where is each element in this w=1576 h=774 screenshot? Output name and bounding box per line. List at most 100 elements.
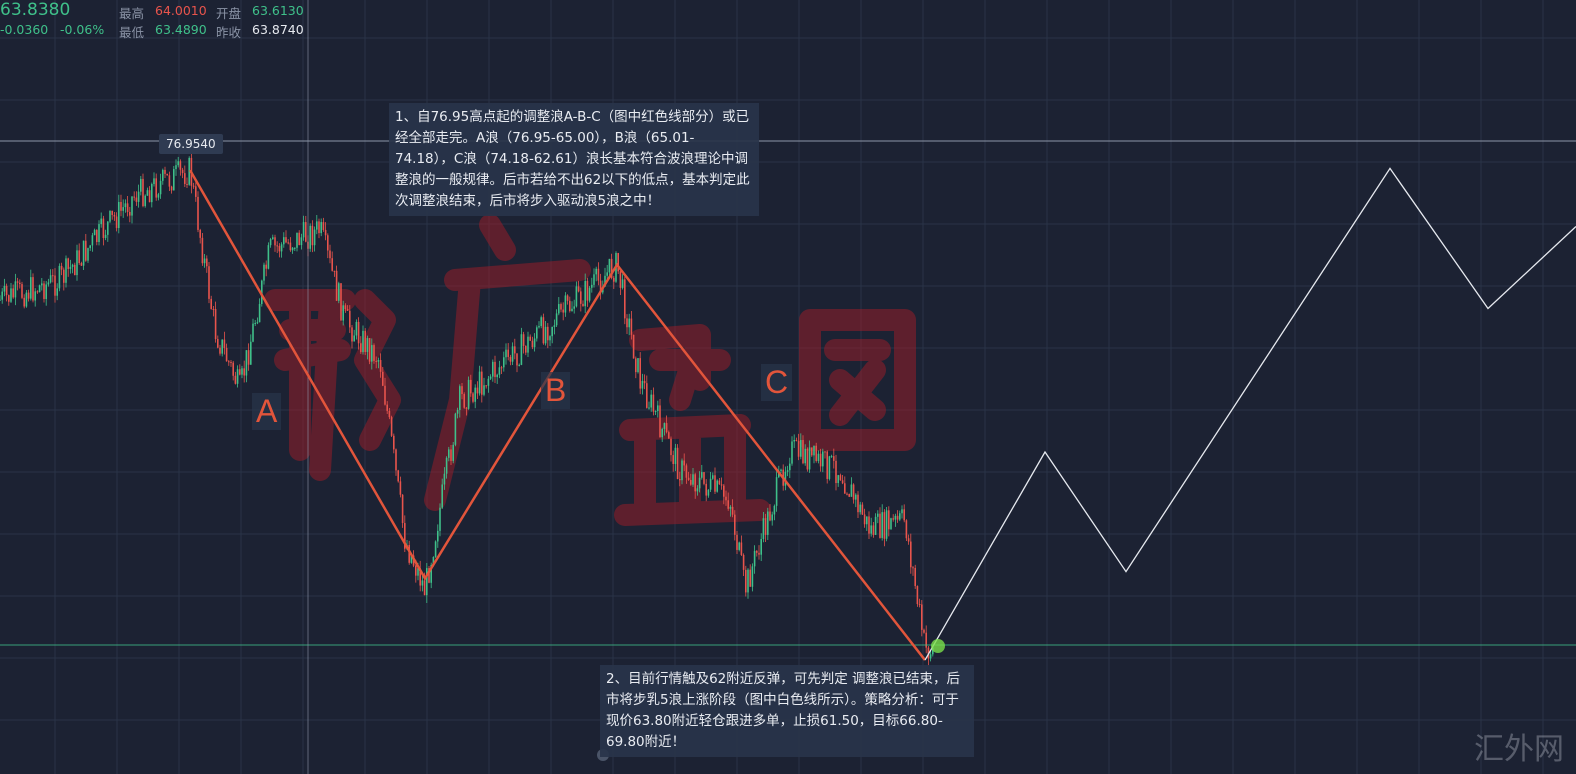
candle-body — [571, 308, 573, 312]
candle-body — [630, 318, 633, 335]
candle-body — [507, 349, 509, 357]
candle-body — [478, 371, 481, 394]
candle-body — [905, 520, 908, 539]
candle-body — [410, 555, 413, 563]
candle-body — [316, 221, 318, 230]
candle-body — [824, 451, 826, 453]
candle-body — [338, 283, 340, 301]
candle-body — [335, 270, 338, 301]
candle-body — [19, 282, 21, 285]
candle-body — [562, 309, 564, 313]
candle-body — [723, 485, 725, 497]
candle-body — [529, 336, 531, 341]
candle-body — [485, 385, 487, 387]
candle-body — [811, 447, 813, 456]
candle-body — [881, 512, 883, 538]
candle-body — [111, 210, 113, 215]
candle-body — [144, 195, 146, 207]
candle-body — [10, 288, 12, 302]
candle-body — [659, 405, 661, 438]
candle-body — [582, 303, 584, 307]
candle-body — [575, 286, 578, 307]
candle-body — [265, 264, 267, 269]
candle-body — [503, 357, 505, 368]
candle-body — [241, 368, 243, 375]
site-watermark: 汇外网 — [1474, 732, 1564, 767]
candle-body — [199, 229, 201, 238]
candle-body — [5, 285, 8, 296]
candle-body — [56, 288, 58, 296]
candle-body — [560, 304, 562, 310]
candle-body — [593, 274, 595, 285]
candle-body — [901, 509, 903, 514]
candle-body — [366, 338, 369, 352]
candle-body — [300, 237, 303, 246]
candle-body — [637, 358, 639, 373]
candle-body — [230, 362, 232, 364]
candle-body — [745, 569, 747, 593]
candle-body — [397, 470, 399, 482]
candle-body — [278, 245, 281, 252]
candle-body — [514, 346, 516, 354]
candle-body — [349, 310, 351, 328]
candle-body — [815, 445, 817, 462]
candle-body — [652, 394, 655, 412]
candle-body — [287, 242, 289, 244]
candle-body — [353, 335, 355, 342]
candle-body — [806, 448, 809, 470]
candle-body — [450, 449, 452, 461]
candle-body — [71, 264, 74, 267]
candle-body — [456, 409, 459, 414]
candle-body — [690, 479, 692, 485]
candle-body — [245, 350, 248, 376]
candle-body — [566, 295, 569, 301]
candle-body — [780, 469, 782, 471]
candle-body — [263, 264, 265, 281]
candle-body — [296, 232, 298, 248]
candle-body — [276, 245, 278, 247]
candle-body — [789, 463, 791, 471]
candle-body — [419, 568, 421, 586]
candle-body — [386, 404, 388, 411]
candle-body — [371, 345, 373, 362]
candle-body — [219, 347, 221, 354]
candle-body — [45, 284, 47, 299]
candle-body — [448, 449, 450, 458]
high-label: 最高 — [119, 6, 145, 21]
candle-body — [362, 330, 364, 353]
candle-body — [153, 178, 155, 185]
candle-body — [489, 376, 492, 379]
candle-body — [758, 552, 760, 555]
candle-body — [586, 280, 589, 301]
candle-body — [771, 514, 773, 521]
candle-body — [210, 298, 212, 309]
candle-body — [756, 550, 758, 553]
candle-body — [797, 440, 800, 457]
candle-body — [918, 604, 921, 606]
candle-body — [3, 285, 6, 292]
candle-body — [43, 283, 45, 299]
candle-body — [239, 369, 241, 375]
candle-body — [573, 306, 575, 309]
candle-body — [173, 169, 175, 191]
candle-body — [78, 250, 80, 264]
candle-body — [903, 509, 905, 521]
candle-body — [822, 451, 824, 467]
candle-body — [36, 291, 39, 293]
candle-body — [932, 647, 934, 655]
candle-body — [626, 318, 628, 328]
candle-body — [146, 190, 149, 196]
candle-body — [58, 265, 61, 289]
open-label: 开盘 — [216, 6, 242, 21]
candle-body — [804, 448, 806, 464]
candle-body — [734, 514, 736, 535]
candle-body — [401, 494, 404, 524]
candle-body — [896, 515, 899, 520]
candle-body — [676, 447, 679, 480]
candle-body — [540, 317, 542, 327]
candle-body — [384, 385, 386, 405]
candle-body — [41, 283, 43, 286]
candle-body — [269, 239, 272, 246]
candle-body — [234, 375, 237, 384]
